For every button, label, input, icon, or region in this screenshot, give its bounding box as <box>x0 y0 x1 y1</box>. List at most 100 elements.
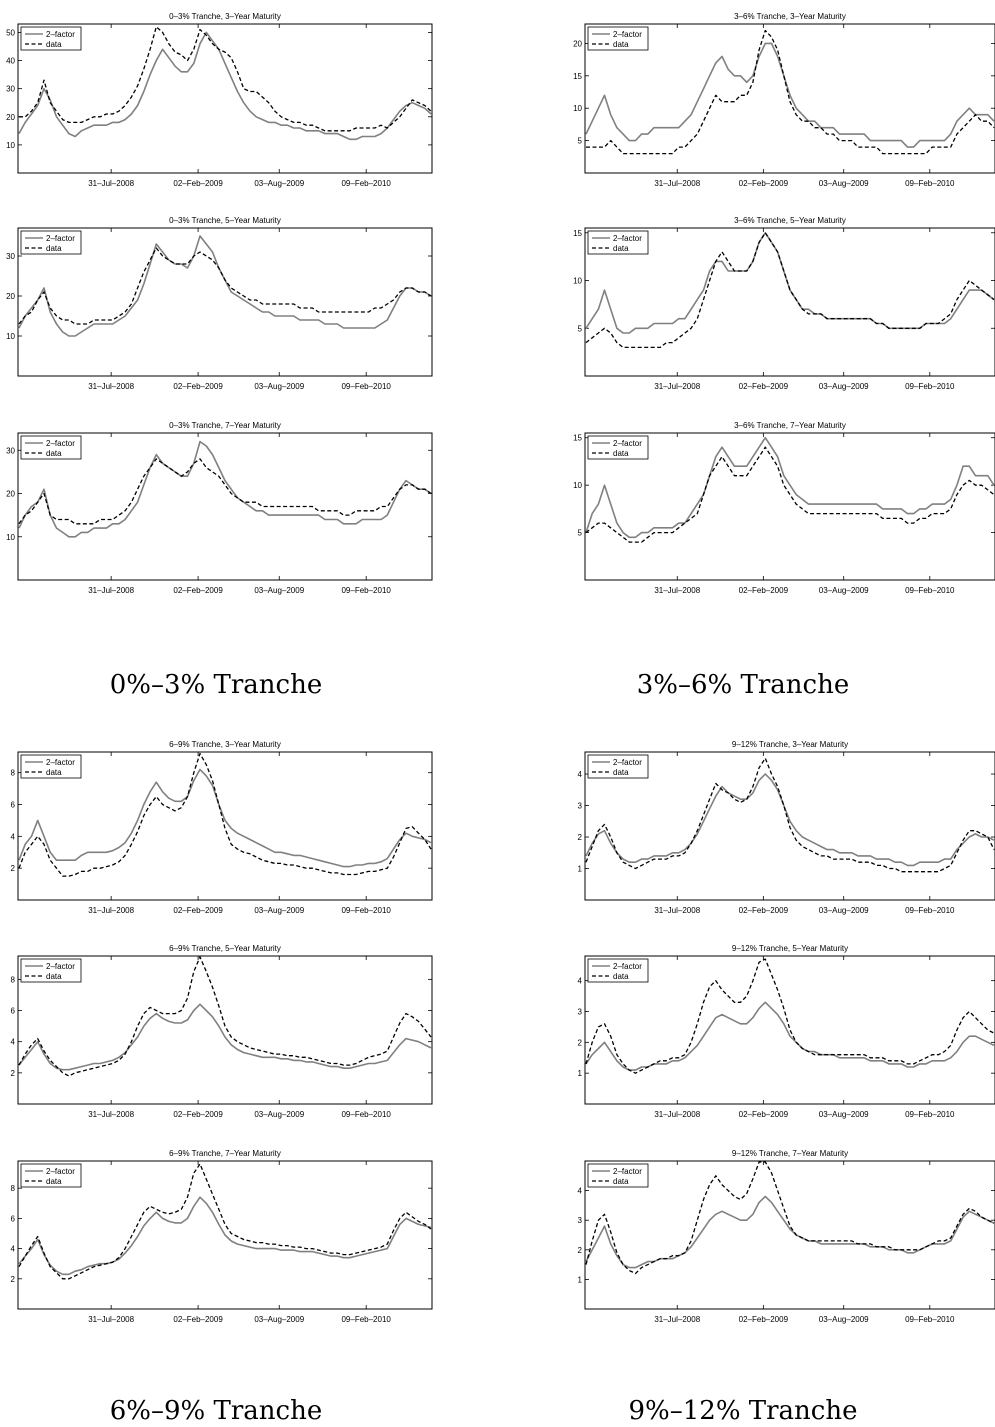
y-tick-label: 15 <box>573 72 582 81</box>
y-tick-label: 8 <box>11 975 16 984</box>
legend-label-2-factor: 2–factor <box>613 30 642 39</box>
y-tick-label: 6 <box>11 1214 16 1223</box>
axes-frame <box>584 751 995 901</box>
series-line-data <box>585 232 995 349</box>
x-tick-label: 02–Feb–2009 <box>173 382 223 391</box>
y-tick-label: 10 <box>573 104 582 113</box>
y-tick-label: 3 <box>578 1216 583 1225</box>
legend-box <box>587 754 649 779</box>
y-tick-label: 20 <box>573 39 582 48</box>
y-tick-label: 2 <box>11 1275 16 1284</box>
y-tick-label: 10 <box>6 332 15 341</box>
legend-label-data: data <box>613 972 629 981</box>
y-tick-label: 5 <box>578 137 583 146</box>
legend-label-data: data <box>46 972 62 981</box>
y-tick-label: 50 <box>6 28 15 37</box>
legend-box <box>587 1163 649 1188</box>
chart-9: 6–9% Tranche, 5–Year Maturity 2 4 6 8 31–Jul–… <box>11 944 433 1119</box>
x-tick-label: 02–Feb–2009 <box>173 1315 223 1324</box>
legend-box <box>587 230 649 255</box>
y-tick-label: 40 <box>6 57 15 66</box>
series-line-data <box>585 757 995 873</box>
x-tick-label: 02–Feb–2009 <box>173 906 223 915</box>
x-tick-label: 02–Feb–2009 <box>739 179 789 188</box>
x-tick-label: 31–Jul–2008 <box>654 906 700 915</box>
y-tick-label: 20 <box>6 292 15 301</box>
x-tick-label: 31–Jul–2008 <box>654 382 700 391</box>
x-tick-label: 03–Aug–2009 <box>819 906 869 915</box>
legend-label-2-factor: 2–factor <box>46 962 75 971</box>
y-tick-label: 1 <box>578 1275 583 1284</box>
x-tick-label: 02–Feb–2009 <box>739 1315 789 1324</box>
x-tick-label: 03–Aug–2009 <box>819 586 869 595</box>
legend-label-data: data <box>46 40 62 49</box>
axes-frame <box>17 23 433 174</box>
y-tick-label: 2 <box>11 1069 16 1078</box>
y-tick-label: 20 <box>6 113 15 122</box>
x-tick-label: 03–Aug–2009 <box>819 382 869 391</box>
series-line-2-factor <box>18 440 432 538</box>
legend-box <box>20 230 82 255</box>
y-tick-label: 30 <box>6 252 15 261</box>
x-tick-label: 02–Feb–2009 <box>173 586 223 595</box>
legend-label-data: data <box>613 768 629 777</box>
legend-label-2-factor: 2–factor <box>613 758 642 767</box>
x-tick-label: 31–Jul–2008 <box>88 382 134 391</box>
chart-1: 0–3% Tranche, 3–Year Maturity 10 20 30 40 50 3… <box>6 12 433 188</box>
y-tick-label: 6 <box>11 1007 16 1016</box>
legend-box <box>20 958 82 983</box>
x-tick-label: 09–Feb–2010 <box>341 906 391 915</box>
legend-label-data: data <box>613 1177 629 1186</box>
y-tick-label: 1 <box>578 1069 583 1078</box>
y-tick-label: 2 <box>578 833 583 842</box>
x-tick-label: 09–Feb–2010 <box>341 1110 391 1119</box>
x-tick-label: 03–Aug–2009 <box>254 906 304 915</box>
y-tick-label: 5 <box>578 324 583 333</box>
axes-frame <box>17 1160 433 1310</box>
x-tick-label: 09–Feb–2010 <box>905 179 955 188</box>
legend-label-2-factor: 2–factor <box>613 234 642 243</box>
series-line-data <box>585 1161 995 1275</box>
x-tick-label: 02–Feb–2009 <box>173 1110 223 1119</box>
x-tick-label: 09–Feb–2010 <box>905 1315 955 1324</box>
x-tick-label: 09–Feb–2010 <box>905 382 955 391</box>
y-tick-label: 30 <box>6 85 15 94</box>
chart-11: 6–9% Tranche, 7–Year Maturity 2 4 6 8 31–Jul–… <box>11 1149 433 1324</box>
y-tick-label: 3 <box>578 802 583 811</box>
x-tick-label: 31–Jul–2008 <box>654 179 700 188</box>
chart-title: 3–6% Tranche, 3–Year Maturity <box>734 12 846 21</box>
group-label-0-3: 0%–3% Tranche <box>110 670 322 700</box>
y-tick-label: 10 <box>573 277 582 286</box>
y-tick-label: 15 <box>573 434 582 443</box>
x-tick-label: 02–Feb–2009 <box>739 1110 789 1119</box>
y-tick-label: 4 <box>578 1187 583 1196</box>
x-tick-label: 09–Feb–2010 <box>905 586 955 595</box>
group-label-6-9: 6%–9% Tranche <box>110 1396 322 1426</box>
chart-title: 3–6% Tranche, 7–Year Maturity <box>734 421 846 430</box>
legend-box <box>587 26 649 51</box>
axes-frame <box>584 955 995 1105</box>
x-tick-label: 03–Aug–2009 <box>254 586 304 595</box>
chart-5: 0–3% Tranche, 7–Year Maturity 10 20 30 31–Ju… <box>6 421 433 595</box>
axes-frame <box>584 227 995 377</box>
axes-frame <box>17 432 433 581</box>
x-tick-label: 31–Jul–2008 <box>88 586 134 595</box>
group-label-3-6: 3%–6% Tranche <box>637 670 849 700</box>
chart-title: 9–12% Tranche, 7–Year Maturity <box>732 1149 848 1158</box>
series-line-2-factor <box>18 1196 432 1276</box>
x-tick-label: 31–Jul–2008 <box>88 1110 134 1119</box>
y-tick-label: 8 <box>11 1184 16 1193</box>
series-line-data <box>585 446 995 543</box>
x-tick-label: 31–Jul–2008 <box>654 1110 700 1119</box>
y-tick-label: 10 <box>6 141 15 150</box>
y-tick-label: 6 <box>11 801 16 810</box>
series-line-2-factor <box>18 768 432 868</box>
axes-frame <box>17 955 433 1105</box>
group-label-9-12: 9%–12% Tranche <box>628 1396 857 1426</box>
group-labels: 0%–3% Tranche 3%–6% Tranche 6%–9% Tranch… <box>110 670 858 1426</box>
chart-title: 9–12% Tranche, 3–Year Maturity <box>732 740 848 749</box>
